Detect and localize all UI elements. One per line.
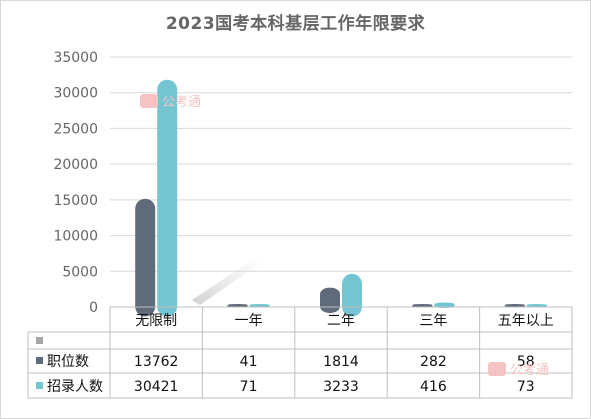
x-tick-label: 三年 (419, 313, 447, 329)
decorative-shadow (192, 258, 262, 305)
y-tick-label: 0 (89, 300, 98, 316)
y-tick-label: 20000 (53, 157, 98, 173)
y-tick-label: 25000 (53, 121, 98, 137)
bar-职位数-无限制 (135, 198, 156, 317)
data-label-招录人数: 73 (517, 379, 535, 395)
y-tick-label: 35000 (53, 50, 98, 66)
chart-title: 2023国考本科基层工作年限要求 (165, 14, 426, 34)
bars (135, 79, 547, 317)
x-tick-label: 无限制 (135, 313, 177, 329)
legend-label-招录人数: 招录人数 (47, 379, 103, 395)
y-tick-label: 15000 (53, 193, 98, 209)
legend-key-招录人数 (36, 382, 43, 389)
data-label-招录人数: 416 (420, 379, 447, 395)
x-tick-label: 二年 (327, 313, 355, 329)
watermark-logo (488, 362, 506, 376)
gridlines (110, 56, 572, 308)
watermark-text: 公考通 (510, 363, 549, 378)
data-label-职位数: 58 (517, 354, 535, 370)
x-tick-label: 五年以上 (498, 313, 554, 329)
y-axis: 0 5000 10000 15000 20000 25000 30000 35000 (53, 50, 98, 316)
x-tick-label: 一年 (235, 313, 263, 329)
y-tick-label: 30000 (53, 86, 98, 102)
legend-label-职位数: 职位数 (47, 354, 89, 370)
y-tick-label: 5000 (62, 264, 98, 280)
data-label-职位数: 282 (420, 354, 447, 370)
y-tick-label: 10000 (53, 229, 98, 245)
watermark: 公考通 (488, 362, 549, 378)
data-label-招录人数: 3233 (323, 379, 359, 395)
data-label-招录人数: 71 (240, 379, 258, 395)
watermark-logo (140, 94, 158, 108)
watermark-text: 公考通 (162, 95, 201, 110)
legend-placeholder-key (36, 337, 43, 344)
bar-招录人数-无限制 (157, 79, 178, 317)
legend-key-职位数 (36, 357, 43, 364)
watermark: 公考通 (140, 94, 201, 110)
data-label-职位数: 41 (240, 354, 258, 370)
bar-招录人数-二年 (342, 273, 362, 317)
data-label-招录人数: 30421 (134, 379, 179, 395)
data-label-职位数: 1814 (323, 354, 359, 370)
data-label-职位数: 13762 (134, 354, 179, 370)
bar-职位数-二年 (320, 287, 340, 313)
